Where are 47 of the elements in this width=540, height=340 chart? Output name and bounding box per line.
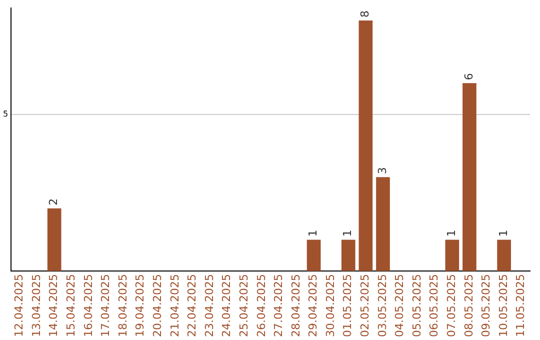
x-tick-label: 14.04.2025	[47, 274, 60, 338]
x-tick-label: 28.04.2025	[289, 274, 302, 338]
bar	[497, 240, 511, 272]
data-label: 1	[341, 230, 354, 237]
x-tick-label: 12.04.2025	[12, 274, 26, 338]
x-tick-label: 15.04.2025	[64, 274, 78, 338]
x-tick-label: 06.05.2025	[428, 274, 441, 338]
x-tick-label: 07.05.2025	[445, 274, 458, 338]
bar	[47, 208, 62, 272]
y-tick-label: 5	[2, 110, 8, 119]
bar	[376, 177, 390, 272]
x-tick-label: 02.05.2025	[358, 274, 372, 338]
x-tick-label: 05.05.2025	[410, 274, 424, 338]
x-tick-label: 23.04.2025	[202, 274, 216, 338]
data-label: 3	[376, 167, 389, 174]
x-tick-label: 27.04.2025	[272, 274, 286, 338]
x-tick-label: 16.04.2025	[82, 274, 95, 338]
data-label: 1	[445, 230, 458, 237]
x-tick-label: 13.04.2025	[30, 274, 43, 338]
data-label: 1	[496, 230, 510, 237]
bar	[358, 20, 373, 272]
x-tick-label: 24.04.2025	[220, 274, 234, 338]
data-label: 1	[306, 230, 320, 237]
x-tick-label: 30.04.2025	[324, 274, 337, 338]
x-tick-label: 08.05.2025	[462, 274, 476, 338]
bar	[462, 83, 476, 272]
x-tick-label: 19.04.2025	[134, 274, 147, 338]
data-label: 2	[47, 198, 60, 206]
x-tick-label: 04.05.2025	[393, 274, 406, 338]
x-tick-label: 11.05.2025	[514, 274, 528, 338]
bar	[341, 240, 356, 272]
x-tick-label: 25.04.2025	[237, 274, 250, 338]
x-tick-label: 03.05.2025	[376, 274, 389, 338]
x-tick-label: 01.05.2025	[341, 274, 354, 338]
x-tick-label: 18.04.2025	[116, 274, 130, 338]
bar	[306, 240, 321, 272]
data-label: 6	[462, 73, 476, 80]
x-tick-label: 26.04.2025	[254, 274, 268, 338]
x-tick-label: 10.05.2025	[496, 274, 510, 338]
x-tick-label: 17.04.2025	[99, 274, 112, 338]
bar	[445, 240, 460, 272]
data-label: 8	[358, 10, 372, 18]
x-tick-label: 09.05.2025	[480, 274, 493, 338]
x-tick-label: 22.04.2025	[186, 274, 199, 338]
x-tick-label: 21.04.2025	[168, 274, 182, 338]
x-tick-label: 29.04.2025	[306, 274, 320, 338]
x-tick-label: 20.04.2025	[150, 274, 164, 338]
